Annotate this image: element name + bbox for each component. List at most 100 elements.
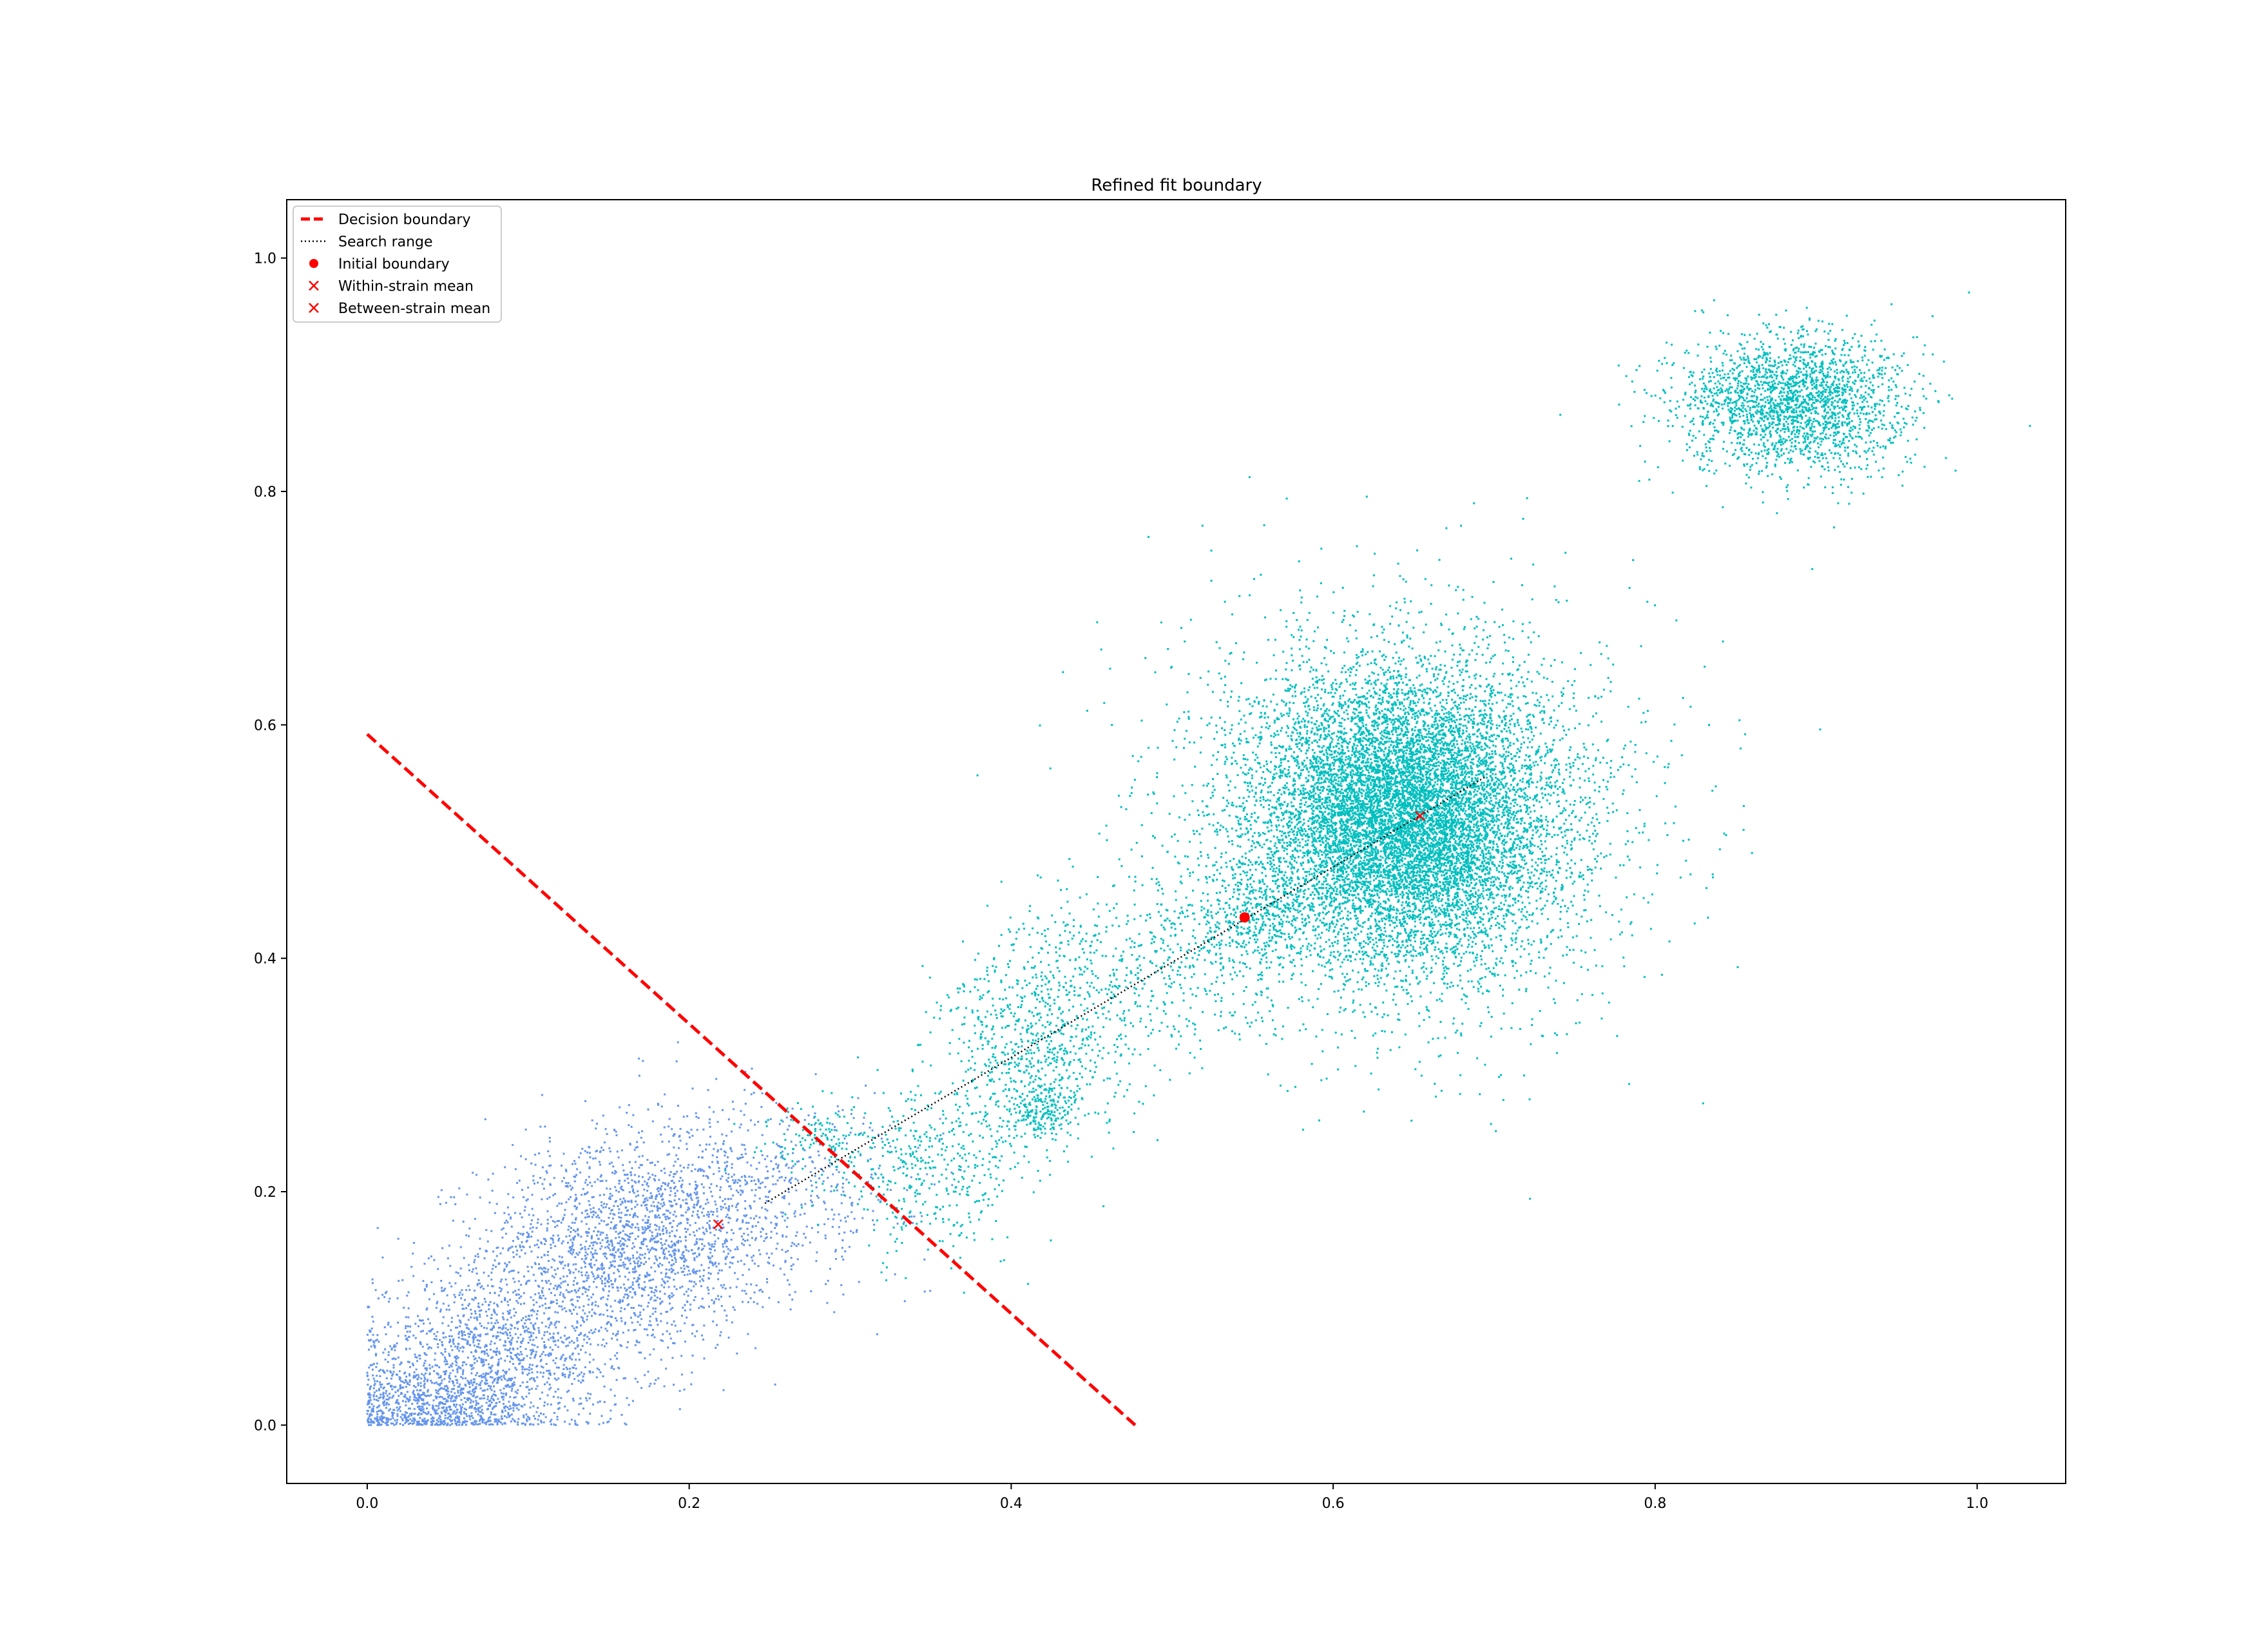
scatter-point [523, 1196, 525, 1199]
scatter-point [572, 1244, 574, 1246]
scatter-point [731, 1130, 733, 1133]
scatter-point [550, 1282, 552, 1285]
scatter-point [441, 1247, 444, 1250]
scatter-point [434, 1413, 437, 1415]
scatter-point [730, 1239, 733, 1241]
scatter-point [557, 1339, 559, 1342]
scatter-point [1299, 832, 1302, 834]
scatter-point [418, 1319, 421, 1321]
scatter-point [510, 1352, 512, 1354]
scatter-point [491, 1285, 494, 1288]
scatter-point [484, 1346, 486, 1348]
scatter-point [544, 1383, 546, 1386]
scatter-point [577, 1253, 579, 1256]
scatter-point [610, 1283, 613, 1286]
scatter-point [631, 1242, 634, 1244]
scatter-point [475, 1404, 477, 1406]
scatter-point [459, 1393, 462, 1396]
scatter-point [372, 1362, 375, 1365]
scatter-point [528, 1372, 530, 1375]
scatter-point [682, 1167, 685, 1169]
scatter-point [523, 1416, 525, 1418]
scatter-point [610, 1240, 612, 1243]
scatter-point [744, 1148, 747, 1150]
scatter-point [533, 1377, 535, 1380]
scatter-point [724, 1310, 726, 1311]
scatter-point [653, 1178, 655, 1180]
scatter-point [637, 1194, 640, 1197]
scatter-point [476, 1346, 478, 1348]
scatter-point [606, 1257, 608, 1260]
scatter-point [624, 1287, 626, 1290]
scatter-point [541, 1391, 543, 1394]
scatter-point [425, 1308, 428, 1311]
scatter-point [380, 1369, 382, 1371]
scatter-point [405, 1420, 408, 1423]
scatter-point [533, 1182, 535, 1185]
scatter-point [613, 1172, 616, 1175]
scatter-point [1273, 654, 1275, 656]
scatter-point [571, 1383, 573, 1385]
scatter-point [405, 1400, 407, 1403]
scatter-point [480, 1358, 483, 1361]
scatter-point [749, 1244, 751, 1246]
scatter-point [1361, 767, 1363, 769]
scatter-point [522, 1398, 524, 1400]
scatter-point [503, 1387, 505, 1390]
scatter-point [664, 1282, 666, 1284]
scatter-point [811, 1160, 813, 1163]
scatter-point [461, 1304, 464, 1306]
scatter-point [443, 1409, 446, 1411]
scatter-point [381, 1256, 384, 1259]
scatter-point [686, 1265, 688, 1268]
scatter-point [841, 1255, 843, 1258]
scatter-point [657, 1324, 659, 1326]
scatter-point [720, 1284, 722, 1286]
scatter-point [524, 1368, 526, 1371]
scatter-point [1506, 910, 1508, 912]
scatter-point [591, 1308, 593, 1311]
scatter-point [894, 1273, 896, 1275]
scatter-point [582, 1380, 584, 1382]
scatter-point [571, 1325, 573, 1328]
scatter-point [709, 1232, 712, 1234]
scatter-point [800, 1204, 803, 1206]
scatter-point [572, 1263, 575, 1266]
scatter-point [387, 1383, 389, 1386]
scatter-point [595, 1150, 598, 1152]
scatter-point [495, 1418, 497, 1420]
scatter-point [421, 1394, 423, 1396]
scatter-point [413, 1398, 416, 1401]
scatter-point [588, 1361, 591, 1364]
scatter-point [506, 1310, 509, 1313]
scatter-point [437, 1346, 439, 1349]
scatter-point [472, 1367, 475, 1369]
scatter-point [782, 1234, 784, 1237]
scatter-point [470, 1368, 473, 1371]
scatter-point [426, 1307, 428, 1310]
scatter-point [550, 1418, 553, 1421]
scatter-point [588, 1204, 591, 1206]
scatter-point [622, 1169, 625, 1172]
scatter-point [697, 1168, 700, 1171]
scatter-point [634, 1377, 637, 1380]
scatter-point [606, 1421, 609, 1424]
scatter-point [687, 1266, 689, 1268]
scatter-point [647, 1108, 649, 1110]
scatter-point [555, 1326, 557, 1329]
scatter-point [421, 1319, 424, 1322]
scatter-point [664, 1093, 666, 1096]
scatter-point [720, 1227, 722, 1230]
scatter-point [606, 1309, 608, 1311]
scatter-point [450, 1408, 452, 1411]
scatter-point [407, 1360, 409, 1363]
scatter-point [503, 1376, 505, 1378]
scatter-point [376, 1418, 378, 1421]
scatter-point [600, 1264, 602, 1266]
scatter-point [585, 1179, 588, 1181]
scatter-point [811, 1226, 813, 1229]
scatter-point [397, 1357, 399, 1358]
scatter-point [515, 1368, 518, 1371]
scatter-point [459, 1325, 461, 1328]
scatter-point [733, 1108, 735, 1110]
